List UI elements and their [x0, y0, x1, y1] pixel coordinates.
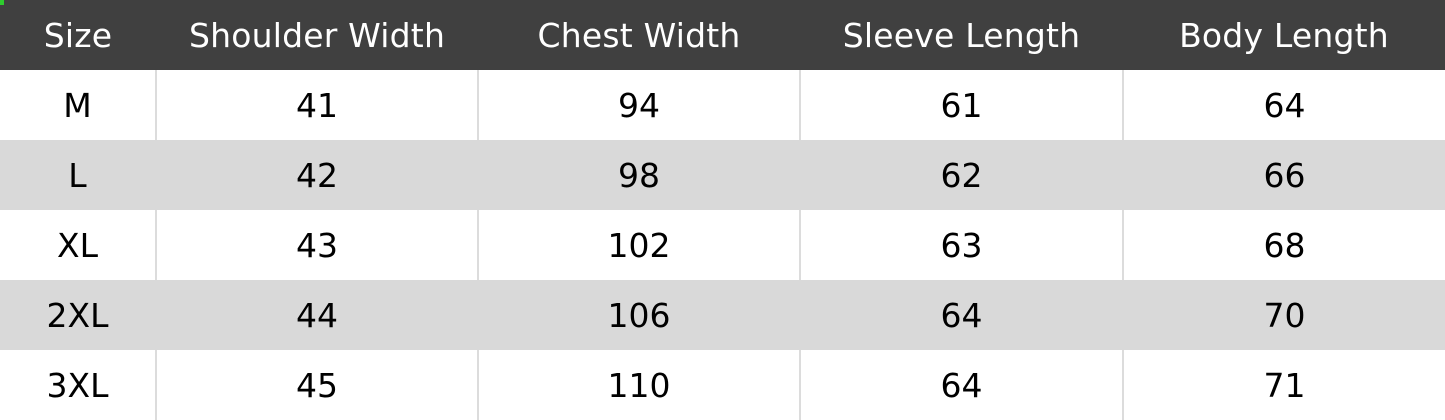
cell-size: 2XL: [46, 295, 109, 335]
cell-chest: 94: [477, 70, 800, 140]
column-header-body-length: Body Length: [1179, 15, 1389, 55]
cell-shoulder: 44: [155, 280, 478, 350]
column-header-size: Size: [43, 15, 113, 55]
cell-body: 71: [1122, 350, 1445, 420]
cell-sleeve: 63: [799, 210, 1123, 280]
cell-body: 68: [1122, 210, 1445, 280]
cell-sleeve: 64: [799, 280, 1123, 350]
table-row: 3XL 45 110 64 71: [0, 350, 1445, 420]
cell-shoulder: 43: [155, 210, 478, 280]
table-row: M 41 94 61 64: [0, 70, 1445, 140]
cell-size: M: [63, 85, 92, 125]
cell-shoulder: 41: [155, 70, 478, 140]
cell-shoulder: 45: [155, 350, 478, 420]
cell-size: 3XL: [46, 365, 109, 405]
cell-body: 70: [1122, 280, 1445, 350]
cell-chest: 110: [477, 350, 800, 420]
table-header: Size Shoulder Width Chest Width Sleeve L…: [0, 0, 1445, 70]
table-row: XL 43 102 63 68: [0, 210, 1445, 280]
cell-size: L: [68, 155, 87, 195]
corner-artifact-pixel: [0, 0, 4, 5]
table-row: 2XL 44 106 64 70: [0, 280, 1445, 350]
cell-sleeve: 61: [799, 70, 1123, 140]
column-header-shoulder-width: Shoulder Width: [188, 15, 446, 55]
table-row: L 42 98 62 66: [0, 140, 1445, 210]
cell-sleeve: 64: [799, 350, 1123, 420]
cell-shoulder: 42: [155, 140, 478, 210]
table-header-row: Size Shoulder Width Chest Width Sleeve L…: [0, 0, 1445, 70]
cell-chest: 98: [477, 140, 800, 210]
column-header-chest-width: Chest Width: [537, 15, 741, 55]
cell-sleeve: 62: [799, 140, 1123, 210]
column-header-sleeve-length: Sleeve Length: [842, 15, 1081, 55]
cell-chest: 106: [477, 280, 800, 350]
cell-body: 64: [1122, 70, 1445, 140]
table-body: M 41 94 61 64 L 42 98 62 66 XL 43 102 63…: [0, 70, 1445, 420]
cell-body: 66: [1122, 140, 1445, 210]
cell-chest: 102: [477, 210, 800, 280]
cell-size: XL: [57, 225, 98, 265]
